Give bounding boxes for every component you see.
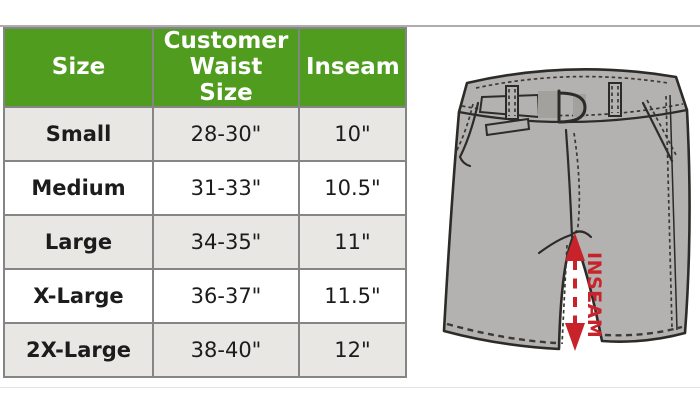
belt-loop-right (608, 82, 622, 117)
inseam-cell: 10.5" (298, 160, 407, 217)
inseam-cell: 11" (298, 214, 407, 271)
waist-cell: 31-33" (152, 160, 300, 217)
shorts-drawing (442, 68, 691, 351)
shorts-body (442, 68, 691, 351)
belt-loop-left (505, 85, 519, 120)
table-row-xlarge: X-Large 36-37" 11.5" (3, 268, 407, 325)
col-header-size: Size (3, 26, 154, 109)
side-seam (665, 94, 678, 331)
welt-pocket (484, 117, 531, 137)
inseam-label: INSEAM (583, 252, 605, 338)
waist-cell: 28-30" (152, 106, 300, 163)
fly-seam (561, 128, 581, 345)
size-cell: X-Large (3, 268, 154, 325)
crotch-pointer (537, 230, 593, 255)
bottom-divider-line (0, 387, 700, 388)
waist-cell: 38-40" (152, 322, 300, 379)
right-pocket (641, 99, 677, 163)
belt-buckle (557, 89, 587, 124)
table-row-small: Small 28-30" 10" (3, 106, 407, 163)
inseam-arrowhead-down (565, 323, 585, 351)
inseam-arrowhead-up (565, 233, 585, 261)
top-divider-line (0, 25, 700, 27)
col-header-waist: Customer Waist Size (152, 26, 300, 109)
table-row-2xlarge: 2X-Large 38-40" 12" (3, 322, 407, 379)
waist-cell: 34-35" (152, 214, 300, 271)
waist-cell: 36-37" (152, 268, 300, 325)
inseam-cell: 11.5" (298, 268, 407, 325)
table-row-large: Large 34-35" 11" (3, 214, 407, 271)
inseam-annotation: INSEAM (565, 233, 605, 351)
size-cell: Large (3, 214, 154, 271)
left-pocket (454, 101, 480, 168)
shorts-illustration: INSEAM (442, 68, 691, 351)
table-row-medium: Medium 31-33" 10.5" (3, 160, 407, 217)
size-cell: Medium (3, 160, 154, 217)
header-row: Size Customer Waist Size Inseam (3, 26, 407, 109)
size-chart-table: Size Customer Waist Size Inseam Small 28… (3, 26, 407, 379)
size-cell: 2X-Large (3, 322, 154, 379)
col-header-inseam: Inseam (298, 26, 407, 109)
size-cell: Small (3, 106, 154, 163)
hem-stitching (446, 322, 683, 345)
inseam-cell: 10" (298, 106, 407, 163)
inseam-cell: 12" (298, 322, 407, 379)
